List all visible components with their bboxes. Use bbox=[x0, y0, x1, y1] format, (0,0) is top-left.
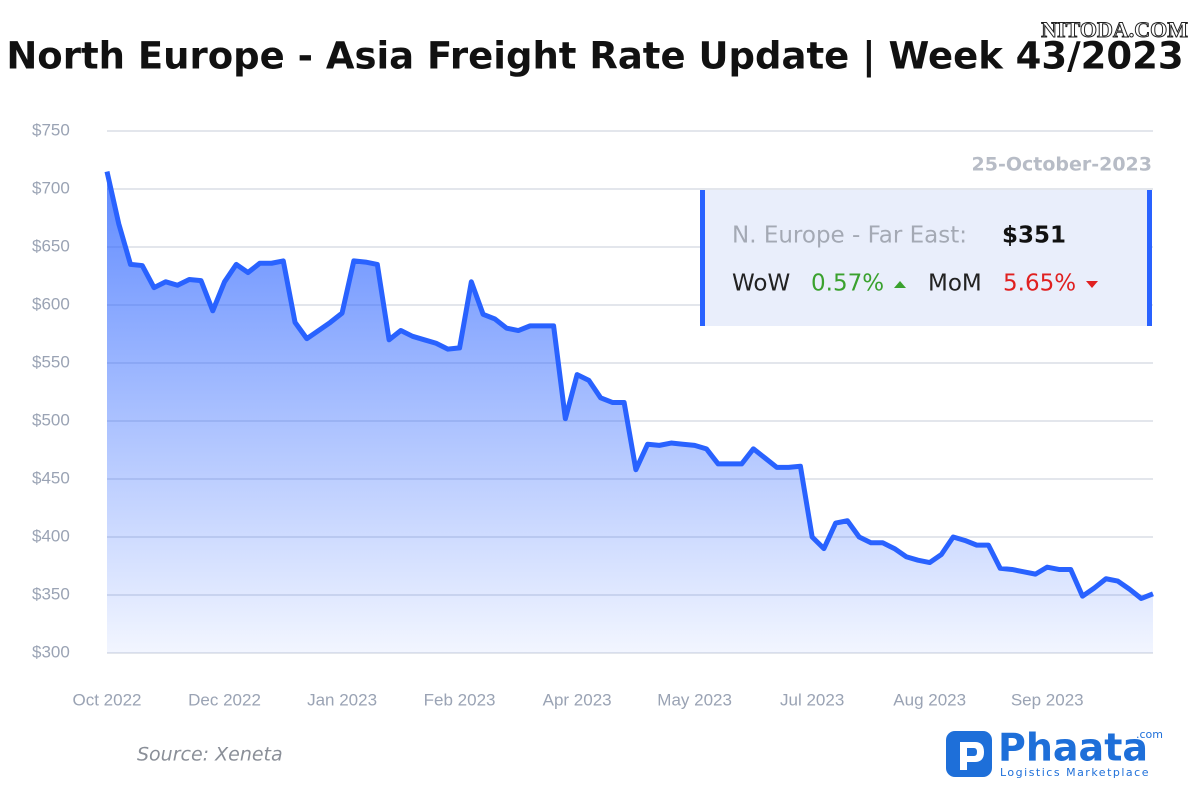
wow-value: 0.57% bbox=[811, 271, 884, 297]
wow-label: WoW bbox=[732, 271, 790, 297]
mom-label: MoM bbox=[928, 271, 982, 297]
logo-domain: .com bbox=[1136, 728, 1163, 741]
x-tick-label: Oct 2022 bbox=[73, 690, 142, 709]
x-tick-label: Aug 2023 bbox=[893, 690, 966, 709]
y-tick-label: $450 bbox=[32, 468, 70, 487]
x-tick-label: Jul 2023 bbox=[780, 690, 844, 709]
x-tick-label: Feb 2023 bbox=[424, 690, 496, 709]
y-tick-label: $600 bbox=[32, 294, 70, 313]
y-tick-label: $350 bbox=[32, 584, 70, 603]
y-tick-label: $750 bbox=[32, 120, 70, 139]
info-box bbox=[702, 190, 1151, 326]
y-tick-label: $300 bbox=[32, 642, 70, 661]
x-tick-label: May 2023 bbox=[657, 690, 732, 709]
chart-title: North Europe - Asia Freight Rate Update … bbox=[6, 35, 1183, 78]
logo-tagline: Logistics Marketplace bbox=[1000, 766, 1150, 779]
y-tick-label: $650 bbox=[32, 236, 70, 255]
route-price: $351 bbox=[1002, 223, 1066, 249]
y-tick-label: $700 bbox=[32, 178, 70, 197]
mom-value: 5.65% bbox=[1003, 271, 1076, 297]
x-tick-label: Apr 2023 bbox=[543, 690, 612, 709]
y-tick-label: $400 bbox=[32, 526, 70, 545]
info-box-border bbox=[700, 190, 705, 326]
x-tick-label: Dec 2022 bbox=[188, 690, 261, 709]
line bbox=[104, 171, 1154, 601]
up-arrow bbox=[894, 281, 906, 288]
info-box-border bbox=[1147, 190, 1152, 326]
logo-icon bbox=[946, 731, 992, 777]
source: Source: Xeneta bbox=[137, 744, 283, 766]
x-tick-label: Sep 2023 bbox=[1011, 690, 1084, 709]
down-arrow bbox=[1086, 281, 1098, 288]
plot: $300 $350 $400 $450 $500 $550 $600 $650 $700 $750… bbox=[32, 120, 1154, 709]
x-tick-label: Jan 2023 bbox=[307, 690, 377, 709]
annotation-date: 25-October-2023 bbox=[972, 154, 1153, 176]
y-tick-label: $550 bbox=[32, 352, 70, 371]
area bbox=[107, 171, 1153, 653]
watermark: NITODA.COM bbox=[1041, 17, 1188, 42]
logo-name: Phaata bbox=[998, 726, 1148, 770]
y-tick-label: $500 bbox=[32, 410, 70, 429]
route-label: N. Europe - Far East: bbox=[732, 223, 967, 249]
logo-mark bbox=[960, 742, 984, 770]
